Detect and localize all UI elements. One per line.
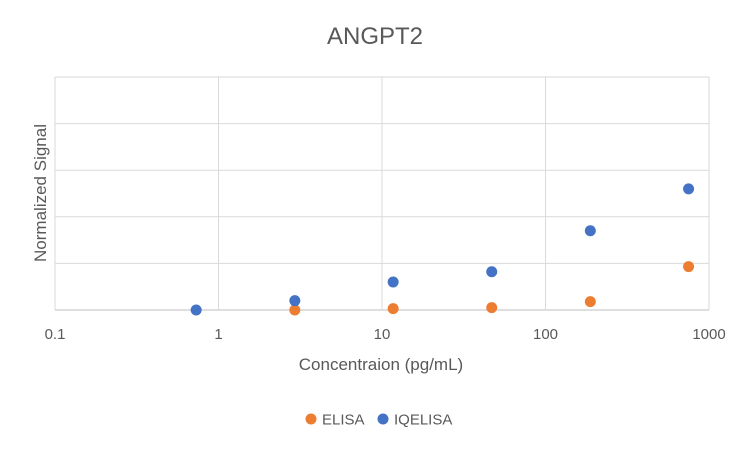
data-point [486, 266, 498, 278]
series-elisa [289, 261, 695, 316]
x-tick-label: 0.1 [45, 326, 66, 343]
legend: ELISA IQELISA [305, 412, 452, 429]
gridlines [54, 76, 710, 311]
data-point [584, 225, 596, 237]
legend-item: ELISA [305, 412, 365, 429]
y-axis-label: Normalized Signal [31, 124, 50, 262]
data-point [683, 261, 695, 273]
legend-label: IQELISA [394, 412, 452, 429]
x-tick-label: 100 [533, 326, 558, 343]
legend-marker [305, 413, 317, 425]
data-point [289, 304, 301, 316]
chart-title: ANGPT2 [327, 23, 423, 50]
data-point [683, 183, 695, 195]
data-point [584, 296, 596, 308]
legend-marker [377, 413, 389, 425]
data-point [190, 304, 202, 316]
data-points [190, 183, 695, 316]
x-tick-labels: 0.1 1 10 100 1000 [45, 326, 726, 343]
x-tick-label: 1 [214, 326, 222, 343]
legend-item: IQELISA [377, 412, 452, 429]
data-point [387, 303, 399, 315]
x-tick-label: 1000 [692, 326, 725, 343]
x-tick-label: 10 [374, 326, 391, 343]
data-point [387, 276, 399, 288]
x-axis-label: Concentraion (pg/mL) [299, 355, 463, 374]
data-point [486, 302, 498, 314]
series-iqelisa [190, 183, 695, 316]
legend-label: ELISA [322, 412, 365, 429]
data-point [289, 295, 301, 307]
